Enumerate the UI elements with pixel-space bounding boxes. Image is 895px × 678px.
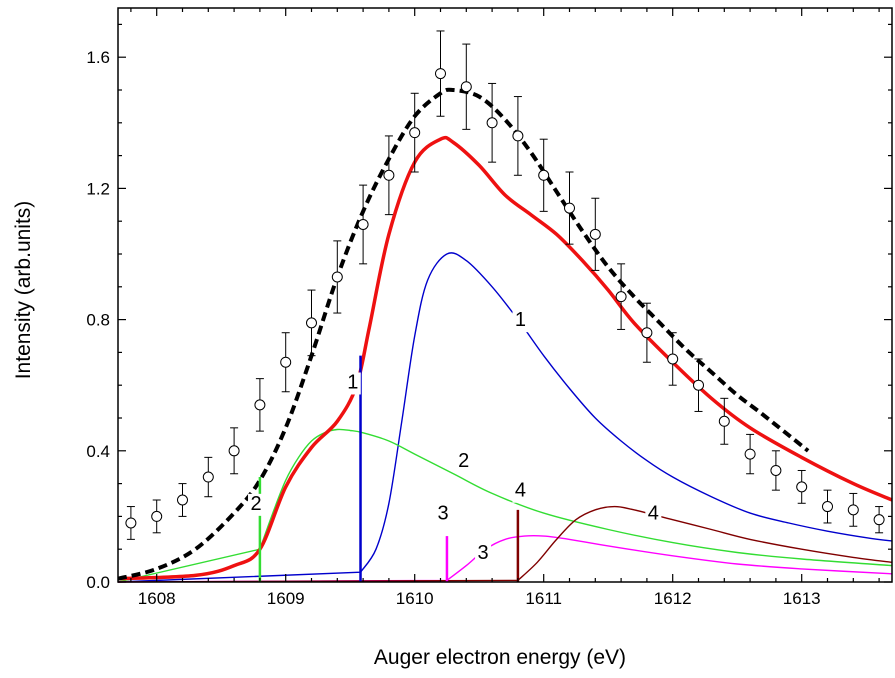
curve-label-bg — [512, 310, 529, 333]
y-tick-label: 1.6 — [86, 48, 110, 67]
data-point — [125, 517, 137, 529]
data-point — [512, 130, 524, 142]
data-point — [254, 399, 266, 411]
x-tick-label: 1610 — [396, 589, 434, 608]
data-point — [331, 271, 343, 283]
data-point — [383, 169, 395, 181]
curve-label: 4 — [515, 480, 526, 502]
series-curve-fit — [117, 87, 810, 581]
curves-layer — [117, 87, 893, 583]
data-point — [228, 445, 240, 457]
curve-label-bg — [435, 503, 452, 526]
data-point — [847, 504, 859, 516]
data-point — [873, 514, 885, 526]
data-point — [718, 415, 730, 427]
curve-label-bg — [248, 493, 265, 516]
series-curve-1 — [117, 252, 893, 583]
y-axis-title: Intensity (arb.units) — [12, 201, 35, 380]
y-tick-label: 0.4 — [86, 442, 110, 461]
curve-label: 3 — [478, 542, 489, 564]
data-point — [693, 379, 704, 391]
data-points-layer — [125, 30, 885, 540]
data-point — [822, 501, 833, 513]
data-point — [564, 202, 575, 214]
plot-frame — [117, 7, 893, 583]
y-tick-label: 0.8 — [86, 311, 110, 330]
data-point — [615, 291, 627, 303]
data-point — [177, 494, 188, 506]
curve-label: 1 — [347, 371, 358, 393]
curve-label: 2 — [458, 450, 469, 472]
x-tick-label: 1608 — [138, 589, 176, 608]
data-point — [486, 117, 498, 129]
data-point — [538, 169, 550, 181]
series-curve-4 — [117, 505, 893, 583]
x-tick-label: 1613 — [783, 589, 821, 608]
curve-label: 2 — [250, 493, 261, 515]
series-curve-3 — [117, 534, 893, 583]
series-curve-2 — [117, 428, 893, 583]
curve-label-bg — [645, 503, 662, 526]
x-tick-label: 1609 — [267, 589, 305, 608]
curve-labels-layer: 1 1 2 2 3 3 4 4 — [248, 309, 662, 566]
curve-label-bg — [455, 451, 472, 474]
data-point — [306, 317, 317, 329]
data-point — [744, 448, 756, 460]
y-tick-label: 1.2 — [86, 179, 110, 198]
data-point — [357, 218, 369, 230]
x-tick-label: 1612 — [654, 589, 692, 608]
data-point — [589, 228, 601, 240]
curve-label: 4 — [648, 503, 659, 525]
axes-layer: 1608 1609 1610 1611 1612 1613 0.0 0.4 0.8 1.2 1.6 — [86, 7, 893, 608]
series-curve-sum — [117, 135, 893, 581]
data-point — [202, 471, 214, 483]
data-point — [435, 68, 446, 80]
x-axis-title: Auger electron energy (eV) — [374, 646, 626, 669]
x-tick-label: 1611 — [525, 589, 562, 608]
curve-label: 1 — [515, 309, 526, 331]
curve-label-bg — [512, 480, 529, 503]
curve-label: 3 — [438, 503, 449, 525]
data-point — [280, 356, 292, 368]
data-point — [796, 481, 808, 493]
data-point — [151, 510, 163, 522]
data-point — [409, 127, 421, 139]
data-point — [770, 464, 782, 476]
y-tick-label: 0.0 — [86, 573, 110, 592]
data-point — [667, 353, 679, 365]
curve-label-bg — [344, 372, 361, 395]
curve-label-bg — [475, 543, 492, 566]
data-point — [641, 327, 653, 339]
data-point — [460, 81, 472, 93]
